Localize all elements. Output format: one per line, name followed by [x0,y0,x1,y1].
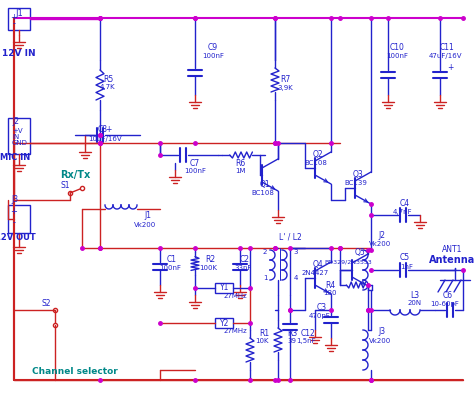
Text: 4,7nF: 4,7nF [393,209,413,215]
Text: C5: C5 [400,254,410,263]
Text: R1: R1 [259,328,269,338]
Text: 20N: 20N [408,300,422,306]
Text: 1nF: 1nF [401,264,413,270]
Text: BD329/2N3553: BD329/2N3553 [324,259,372,265]
Text: 470pF: 470pF [309,313,331,319]
Text: 2N4427: 2N4427 [301,270,328,276]
Text: 3,9K: 3,9K [277,85,293,91]
Text: MIC IN: MIC IN [0,154,30,162]
Text: 10K: 10K [255,338,269,344]
Text: 4,7K: 4,7K [100,84,116,90]
Text: Q4: Q4 [313,261,323,269]
Text: J3: J3 [378,328,385,336]
Text: R7: R7 [280,76,290,84]
Text: IN: IN [12,134,19,140]
Text: +: + [10,14,18,23]
Text: 12V IN: 12V IN [2,49,36,59]
Text: Y1: Y1 [220,283,230,293]
Text: J2: J2 [12,117,19,127]
Text: +V: +V [12,128,23,134]
Text: 100nF: 100nF [184,168,206,174]
Text: 27MHz: 27MHz [223,293,247,299]
Text: 100K: 100K [199,265,217,271]
Text: 39: 39 [288,338,297,344]
Text: C1: C1 [167,256,177,265]
Text: R2: R2 [205,256,215,265]
Text: 2: 2 [263,249,267,255]
Text: C3: C3 [317,304,327,312]
Text: BC108: BC108 [305,160,328,166]
Text: J1: J1 [145,211,152,220]
Text: C4: C4 [400,199,410,207]
Text: 4: 4 [294,275,298,281]
Text: 12V OUT: 12V OUT [0,234,36,242]
Text: Vk200: Vk200 [369,338,391,344]
Text: C8: C8 [98,125,108,135]
Bar [215,283,233,293]
Text: BC108: BC108 [252,190,274,196]
Text: L3: L3 [410,291,419,300]
Text: -: - [12,219,16,228]
Text: Q3: Q3 [353,170,364,179]
Text: R3: R3 [287,328,297,338]
Text: -: - [12,20,16,29]
Text: L' / L2: L' / L2 [279,232,301,242]
Text: R4: R4 [325,281,335,289]
Text: C10: C10 [390,43,404,51]
Bar [8,205,30,233]
Text: Q1: Q1 [260,181,270,189]
Text: Vk200: Vk200 [369,241,391,247]
Text: J1: J1 [15,8,23,18]
Text: 10-60pF: 10-60pF [430,301,459,307]
Text: J2: J2 [379,230,385,240]
Text: GND: GND [12,140,28,146]
Text: 1M: 1M [235,168,245,174]
Text: 33pF: 33pF [234,265,252,271]
Text: BC139: BC139 [345,180,367,186]
Text: 3: 3 [294,249,298,255]
Text: 1,5nF: 1,5nF [296,338,316,344]
Text: Channel selector: Channel selector [32,367,118,377]
Text: C6: C6 [443,291,453,300]
Bar [215,318,233,328]
Text: C2: C2 [240,256,250,265]
Text: C12: C12 [301,328,315,338]
Text: 180: 180 [323,290,337,296]
Text: 1: 1 [263,275,267,281]
Text: +: + [105,125,111,133]
Text: +: + [10,207,18,215]
Text: +: + [447,64,453,72]
Bar [8,118,30,154]
Text: 27MHz: 27MHz [223,328,247,334]
Text: Q2: Q2 [313,150,323,160]
Text: Antenna: Antenna [429,255,474,265]
Text: R5: R5 [103,76,113,84]
Text: 100nF: 100nF [386,53,408,59]
Text: R6: R6 [235,158,245,168]
Text: 47uF/16V: 47uF/16V [428,53,462,59]
Text: S2: S2 [41,300,51,308]
Text: Rx/Tx: Rx/Tx [60,170,90,180]
Text: C7: C7 [190,158,200,168]
Text: 100nF: 100nF [159,265,181,271]
Text: ANT1: ANT1 [442,246,462,254]
Text: 100nF: 100nF [202,53,224,59]
Text: Q5: Q5 [355,248,365,258]
Text: 10uF/16V: 10uF/16V [88,136,122,142]
Bar [8,8,30,30]
Text: C9: C9 [208,43,218,51]
Text: Vk200: Vk200 [134,222,156,228]
Text: J3: J3 [11,195,18,205]
Text: Y2: Y2 [220,318,230,328]
Text: S1: S1 [60,181,70,189]
Text: C11: C11 [439,43,455,51]
